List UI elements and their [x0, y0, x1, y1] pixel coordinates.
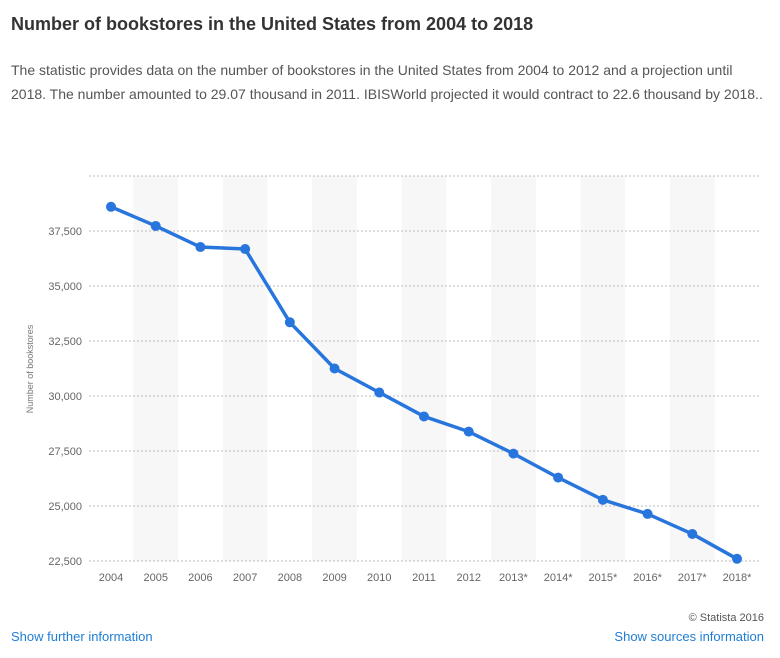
column-band: [222, 176, 268, 561]
column-band: [491, 176, 536, 561]
y-tick-label: 25,000: [48, 501, 82, 513]
data-point: [284, 317, 295, 328]
y-axis-label: Number of bookstores: [25, 324, 35, 413]
description: The statistic provides data on the numbe…: [11, 62, 763, 102]
x-tick-label: 2014*: [544, 572, 573, 584]
y-tick-label: 32,500: [48, 336, 82, 348]
y-tick-label: 30,000: [48, 391, 82, 403]
column-band: [133, 176, 179, 561]
x-tick-label: 2004: [99, 572, 123, 584]
y-tick-label: 35,000: [48, 281, 82, 293]
x-tick-label: 2012: [456, 572, 480, 584]
show-further-information-link[interactable]: Show further information: [11, 629, 153, 644]
column-band: [669, 176, 715, 561]
x-tick-label: 2010: [367, 572, 391, 584]
data-point: [463, 426, 474, 437]
data-point: [329, 363, 340, 374]
data-point: [150, 220, 161, 231]
data-point: [642, 508, 653, 519]
y-tick-label: 22,500: [48, 556, 82, 568]
x-tick-label: 2008: [278, 572, 302, 584]
x-tick-label: 2011: [412, 572, 436, 584]
x-tick-label: 2006: [188, 572, 212, 584]
data-point: [106, 201, 116, 212]
data-point: [374, 387, 385, 398]
y-tick-label: 37,500: [48, 226, 82, 238]
column-band: [401, 176, 447, 561]
copyright: © Statista 2016: [688, 612, 764, 624]
data-point: [508, 448, 519, 459]
x-tick-label: 2017*: [678, 572, 707, 584]
x-tick-label: 2015*: [588, 572, 617, 584]
x-tick-label: 2009: [322, 572, 346, 584]
data-point: [553, 472, 564, 483]
x-tick-label: 2007: [233, 572, 257, 584]
data-point: [240, 244, 251, 255]
x-tick-label: 2018*: [723, 572, 752, 584]
page-title: Number of bookstores in the United State…: [11, 14, 534, 34]
data-point: [597, 494, 608, 505]
line-chart: 22,500 25,000 27,500 30,000 32,500 35,000 37,5…: [25, 175, 760, 584]
x-tick-label: 2013*: [499, 572, 528, 584]
data-point: [687, 528, 698, 539]
show-sources-information-link[interactable]: Show sources information: [614, 629, 764, 644]
y-tick-label: 27,500: [48, 446, 82, 458]
data-point: [732, 553, 742, 564]
data-point: [419, 411, 429, 422]
x-tick-label: 2016*: [633, 572, 662, 584]
data-point: [195, 242, 206, 253]
x-tick-label: 2005: [143, 572, 167, 584]
